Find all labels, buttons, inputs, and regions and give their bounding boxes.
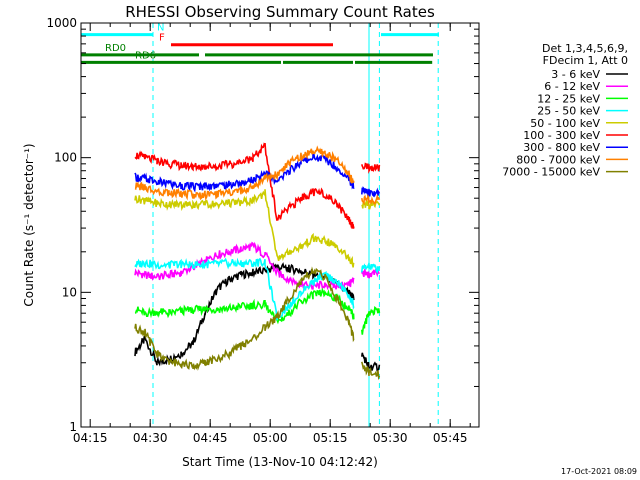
legend-header: FDecim 1, Att 0	[543, 54, 628, 67]
x-tick-label: 05:45	[433, 431, 468, 445]
legend: Det 1,3,4,5,6,9,FDecim 1, Att 03 - 6 keV…	[502, 42, 628, 179]
legend-label-7000-15000-kev: 7000 - 15000 keV	[502, 166, 600, 179]
y-tick-label: 100	[54, 151, 77, 165]
legend-label-6-12-kev: 6 - 12 keV	[544, 80, 600, 93]
series-3-6-kev	[134, 262, 381, 372]
x-tick-label: 05:30	[373, 431, 408, 445]
series-800-7000-kev	[134, 145, 381, 206]
x-tick-label: 05:00	[253, 431, 288, 445]
plot-content	[81, 23, 439, 427]
series-25-50-kev	[134, 257, 381, 321]
series-100-300-kev	[134, 142, 381, 229]
series-50-100-kev	[134, 189, 381, 268]
flag-label-rd6: RD6	[135, 50, 156, 61]
x-axis-label: Start Time (13-Nov-10 04:12:42)	[182, 455, 378, 469]
legend-label-50-100-kev: 50 - 100 keV	[530, 117, 600, 130]
legend-label-300-800-kev: 300 - 800 keV	[523, 141, 600, 154]
legend-label-25-50-kev: 25 - 50 keV	[537, 105, 600, 118]
y-tick-label: 1	[69, 420, 77, 434]
x-tick-label: 04:45	[193, 431, 228, 445]
series-7000-15000-kev	[134, 266, 381, 381]
x-tick-label: 04:15	[73, 431, 108, 445]
y-axis-label: Count Rate (s⁻¹ detector⁻¹)	[22, 143, 36, 306]
y-tick-label: 10	[62, 285, 77, 299]
series-6-12-kev	[134, 241, 380, 291]
plot-frame	[80, 22, 480, 428]
legend-label-3-6-kev: 3 - 6 keV	[551, 68, 600, 81]
series-300-800-kev	[134, 153, 381, 198]
x-axis: 04:15 04:30 04:45 05:00 05:15 05:30 05:45	[73, 23, 471, 445]
flag-label-rd0: RD0	[105, 43, 126, 54]
flag-label-n: N	[157, 23, 164, 34]
chart-title: RHESSI Observing Summary Count Rates	[125, 3, 435, 21]
legend-label-800-7000-kev: 800 - 7000 keV	[516, 153, 600, 166]
y-tick-label: 1000	[46, 16, 77, 30]
x-tick-label: 04:30	[133, 431, 168, 445]
legend-label-100-300-kev: 100 - 300 keV	[523, 129, 600, 142]
x-tick-label: 05:15	[313, 431, 348, 445]
footer-date: 17-Oct-2021 08:09	[561, 467, 637, 476]
y-axis: 1 10 100 1000	[46, 16, 479, 434]
legend-header: Det 1,3,4,5,6,9,	[542, 42, 628, 55]
flag-label-f: F	[159, 33, 165, 44]
series-12-25-kev	[134, 287, 381, 335]
plot-area: NF RD0 RD6	[81, 23, 439, 427]
legend-label-12-25-kev: 12 - 25 keV	[537, 92, 600, 105]
